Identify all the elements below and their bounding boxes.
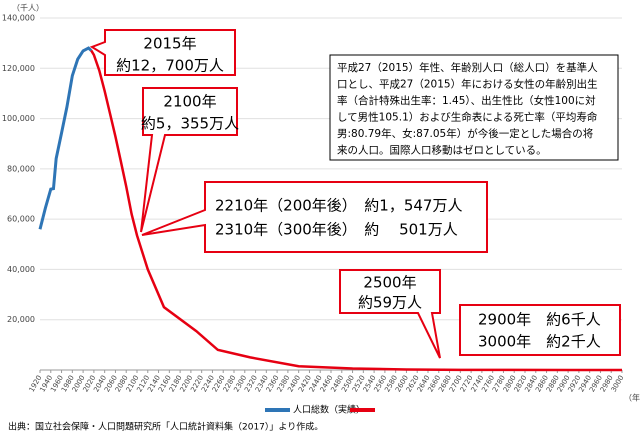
series-line [90,49,623,372]
annotation: 2210年（200年後） 約1，547万人 [215,197,462,215]
note-box [329,54,619,161]
x-unit: （年） [624,393,640,403]
y-tick-label: 20,000 [7,315,35,324]
callout-box [339,269,441,359]
annotation: 平成27（2015）年性、年齢別人口（総人口）を基準人 [337,61,598,74]
y-tick-label: 40,000 [7,265,35,274]
callout-box [459,304,621,356]
annotation: 3000年 約2千人 [478,333,601,351]
y-tick-label: 60,000 [7,215,35,224]
annotation: 率（合計特殊出生率：1.45）、出生性比（女性100に対 [337,94,596,107]
annotation: 約5，355万人 [141,115,239,133]
annotation: 2015年 [143,35,196,53]
callout-box [140,87,238,233]
annotation: 男:80.79年、女:87.05年）が今後一定とした場合の将 [337,127,593,140]
annotation: して男性105.1）および生命表による死亡率（平均寿命 [337,111,598,124]
legend-label: 人口総数（実績） [293,404,365,416]
callouts [89,29,621,359]
annotation: 約12，700万人 [116,57,224,75]
annotation: 口とし、平成27（2015）年における女性の年齢別出生 [337,78,598,91]
annotation: 2310年（300年後） 約 501万人 [215,221,458,239]
series-line [38,46,93,230]
annotation: 2100年 [163,93,216,111]
y-tick-label: 120,000 [2,64,35,73]
annotation: 約59万人 [358,294,422,312]
callout-box [141,181,488,253]
annotation: 2900年 約6千人 [478,311,601,329]
y-tick-label: 100,000 [2,114,35,123]
y-tick-label: 140,000 [2,14,35,23]
y-tick-label: 80,000 [7,164,35,173]
callout-box [89,29,236,76]
y-unit: （千人） [12,3,44,13]
source: 出典：国立社会保障・人口問題研究所「人口統計資料集（2017）」より作成。 [8,421,323,433]
annotation: 来の人口。国際人口移動はゼロとしている。 [337,144,547,157]
annotation: 2500年 [363,274,416,292]
